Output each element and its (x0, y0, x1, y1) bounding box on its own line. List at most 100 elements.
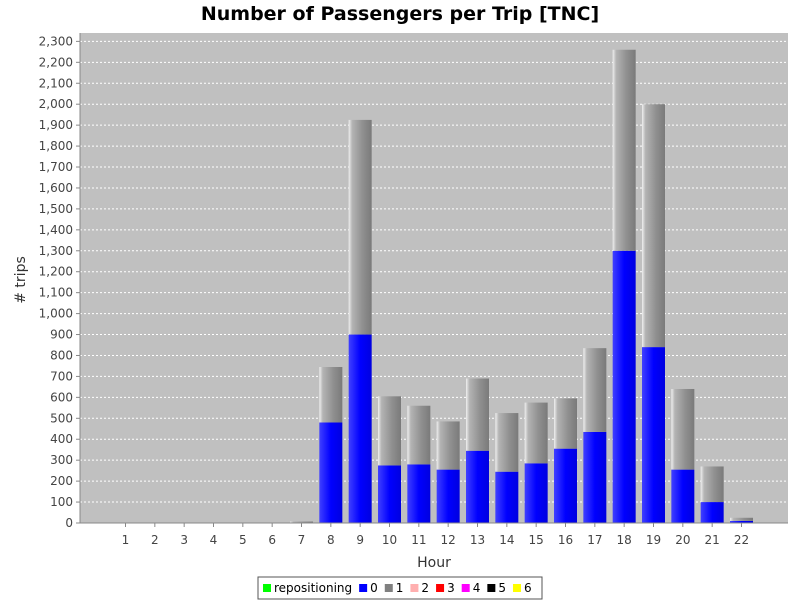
y-tick-label: 700 (50, 369, 73, 383)
bar-segment (348, 334, 372, 523)
plot-area (80, 33, 788, 523)
legend: repositioning 0 1 2 3 4 5 6 (257, 576, 543, 600)
legend-entry: 3 (447, 581, 455, 595)
x-tick-label: 2 (151, 533, 159, 547)
legend-swatch (410, 584, 419, 592)
x-tick-label: 18 (617, 533, 632, 547)
x-tick-label: 8 (327, 533, 335, 547)
legend-swatch (461, 584, 470, 592)
grid-lines (80, 40, 788, 503)
x-tick-label: 16 (558, 533, 573, 547)
legend-entry: 0 (370, 581, 378, 595)
y-tick-label: 1,500 (39, 202, 73, 216)
x-tick-label: 7 (298, 533, 306, 547)
bar-segment (583, 431, 607, 523)
y-tick-label: 0 (65, 516, 73, 530)
legend-swatch (487, 584, 496, 592)
y-tick-label: 1,600 (39, 181, 73, 195)
x-tick-label: 3 (180, 533, 188, 547)
bar-segment (495, 413, 519, 472)
x-tick-label: 20 (675, 533, 690, 547)
bar-segment (319, 366, 343, 423)
bar-segment (642, 347, 665, 523)
bar-segment (554, 448, 577, 523)
bar-segment (436, 421, 460, 470)
bar-segment (524, 463, 548, 523)
y-tick-label: 1,100 (39, 286, 73, 300)
x-axis: 1 2 3 4 5 6 7 8 9 10 11 12 13 14 15 16 17 18 19 20 21 22 (80, 522, 788, 547)
legend-entry: 5 (498, 581, 506, 595)
y-tick-label: 900 (50, 328, 73, 342)
x-tick-label: 21 (705, 533, 720, 547)
bar-segment (730, 517, 753, 521)
legend-entry: 6 (524, 581, 532, 595)
bars (290, 49, 753, 523)
bar-segment (583, 348, 607, 432)
bar-segment (495, 471, 519, 523)
legend-swatch (359, 584, 368, 592)
y-tick-label: 400 (50, 432, 73, 446)
y-axis: 0 100 200 300 400 500 600 700 800 900 1,000 1,100 1,… (39, 33, 81, 530)
legend-entry: 2 (421, 581, 429, 595)
legend-entry: 4 (473, 581, 481, 595)
legend-swatch (263, 584, 271, 592)
x-tick-label: 13 (470, 533, 485, 547)
y-tick-label: 300 (50, 453, 73, 467)
bar-segment (407, 464, 431, 523)
y-tick-label: 800 (50, 348, 73, 362)
bar-segment (466, 378, 489, 451)
y-tick-label: 1,000 (39, 307, 73, 321)
x-tick-label: 15 (529, 533, 544, 547)
bar-segment (319, 422, 343, 523)
x-axis-label: Hour (417, 555, 451, 571)
bar-segment (612, 250, 636, 523)
bar-segment (612, 49, 636, 251)
y-tick-label: 2,000 (39, 97, 73, 111)
bar-segment (290, 521, 313, 523)
bar-segment (730, 520, 753, 523)
x-tick-label: 9 (356, 533, 364, 547)
x-tick-label: 1 (122, 533, 130, 547)
y-tick-label: 2,200 (39, 55, 73, 69)
y-tick-label: 1,700 (39, 160, 73, 174)
chart-title: Number of Passengers per Trip [TNC] (201, 3, 599, 25)
bar-segment (436, 469, 460, 523)
x-tick-label: 6 (268, 533, 276, 547)
x-tick-label: 22 (734, 533, 749, 547)
x-tick-label: 17 (587, 533, 602, 547)
y-tick-label: 2,100 (39, 76, 73, 90)
legend-swatch (512, 584, 521, 592)
bar-segment (378, 465, 401, 523)
legend-entry: 1 (396, 581, 404, 595)
x-tick-label: 12 (441, 533, 456, 547)
y-tick-label: 1,300 (39, 244, 73, 258)
y-tick-label: 600 (50, 390, 73, 404)
bar-segment (700, 502, 724, 523)
bar-segment (348, 119, 372, 335)
bar-segment (466, 450, 489, 523)
y-tick-label: 1,200 (39, 265, 73, 279)
x-tick-label: 19 (646, 533, 661, 547)
bar-segment (671, 469, 695, 523)
y-tick-label: 1,800 (39, 139, 73, 153)
y-tick-label: 2,300 (39, 34, 73, 48)
y-tick-label: 1,400 (39, 223, 73, 237)
x-tick-label: 10 (382, 533, 397, 547)
bar-segment (407, 405, 431, 465)
y-tick-label: 1,900 (39, 118, 73, 132)
bar-segment (524, 402, 548, 464)
y-tick-label: 500 (50, 411, 73, 425)
legend-swatch (384, 584, 393, 592)
legend-entry: repositioning (274, 581, 352, 595)
bar-segment (378, 396, 401, 466)
y-tick-label: 200 (50, 474, 73, 488)
bar-segment (554, 398, 577, 449)
legend-box (257, 576, 543, 600)
bar-segment (671, 388, 695, 470)
x-tick-label: 4 (210, 533, 218, 547)
bar-segment (700, 466, 724, 503)
y-tick-label: 100 (50, 495, 73, 509)
y-axis-label: # trips (13, 256, 29, 304)
